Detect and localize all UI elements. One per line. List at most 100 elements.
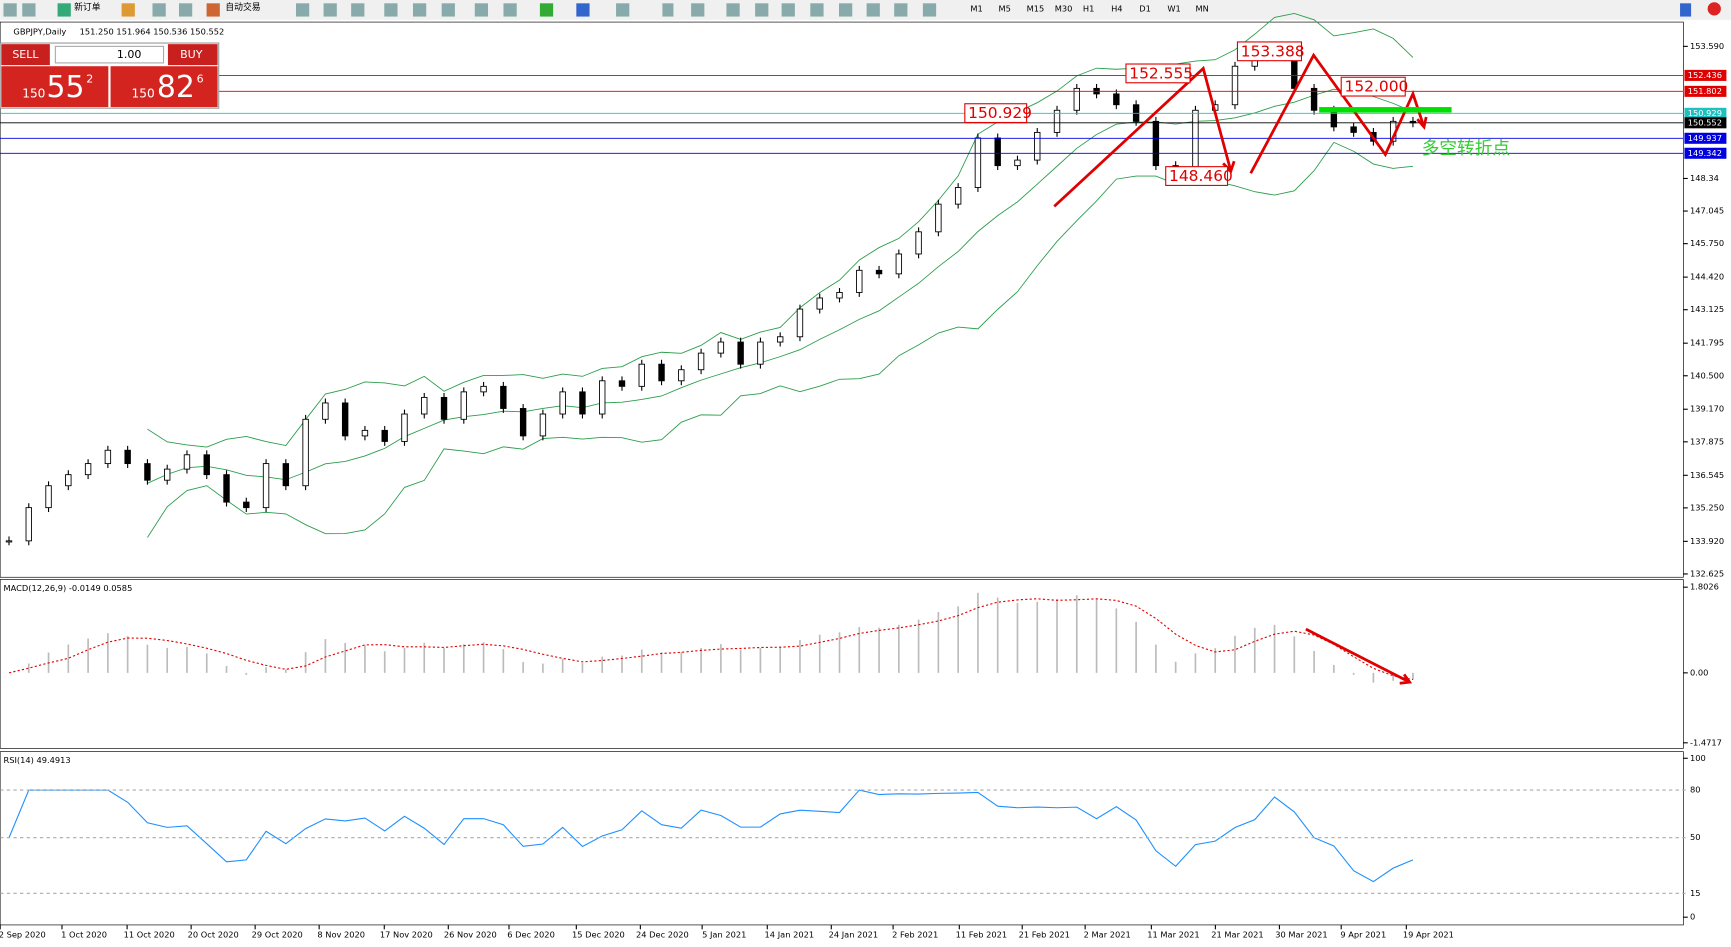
candle — [84, 463, 92, 476]
bid-big: 150 — [22, 86, 45, 100]
buy[interactable]: BUY — [180, 48, 203, 61]
x-tick-label: 11 Feb 2021 — [956, 929, 1007, 939]
annotation-box — [1340, 76, 1406, 97]
annotation-box — [1165, 166, 1229, 186]
lots-field[interactable] — [54, 45, 165, 64]
level-box — [1684, 107, 1727, 119]
timeframe[interactable]: MN — [1196, 3, 1209, 13]
candle — [717, 341, 725, 354]
candle — [243, 501, 250, 509]
annotation: 148.460 — [1169, 167, 1233, 185]
candle — [776, 336, 784, 343]
rsi-tick-label: 15 — [1690, 888, 1701, 898]
timeframe[interactable]: H1 — [1083, 3, 1094, 13]
timeframe[interactable]: M15 — [1027, 3, 1045, 13]
timeframe[interactable]: D1 — [1139, 3, 1151, 13]
y-tick-label: 137.875 — [1690, 436, 1724, 446]
candle — [440, 396, 448, 420]
y-tick-label: 132.625 — [1690, 568, 1724, 578]
timeframe[interactable]: M5 — [998, 3, 1010, 13]
trade-panel: SELL 1.00 BUY 150 55 2 150 82 6 — [0, 42, 220, 109]
ask-frac: 6 — [197, 72, 204, 85]
level-box — [1684, 132, 1727, 144]
candle — [65, 474, 72, 487]
candle — [25, 507, 32, 542]
annotation-box — [1236, 41, 1303, 62]
lots[interactable]: 1.00 — [117, 48, 142, 61]
candle — [658, 363, 665, 382]
ask-big: 150 — [132, 86, 155, 100]
candle — [994, 137, 1001, 167]
candle — [183, 454, 191, 470]
candle — [539, 413, 547, 437]
y-tick-label: 141.795 — [1690, 338, 1724, 348]
candle — [381, 429, 388, 442]
candle — [875, 269, 883, 275]
candle — [954, 187, 962, 205]
candle — [1053, 109, 1061, 133]
candle — [361, 429, 369, 437]
candle — [282, 463, 290, 487]
candle — [223, 474, 230, 503]
candle — [322, 402, 329, 420]
candle — [974, 137, 982, 188]
x-tick-label: 29 Oct 2020 — [252, 929, 303, 939]
x-tick-label: 9 Apr 2021 — [1340, 929, 1386, 939]
x-tick-label: 21 Mar 2021 — [1211, 929, 1263, 939]
candle — [341, 402, 349, 437]
x-tick-label: 5 Jan 2021 — [702, 929, 746, 939]
candle — [915, 231, 922, 255]
sell-button[interactable] — [1, 44, 50, 66]
candle — [816, 297, 823, 310]
y-tick-label: 147.045 — [1690, 206, 1724, 216]
bid-box[interactable] — [1, 66, 109, 108]
x-tick-label: 19 Apr 2021 — [1403, 929, 1454, 939]
timeframe[interactable]: W1 — [1167, 3, 1180, 13]
candle — [599, 380, 606, 415]
bid-pips: 55 — [47, 70, 85, 105]
x-tick-label: 1 Oct 2020 — [61, 929, 107, 939]
candle — [519, 408, 527, 437]
level-label: 150.552 — [1688, 117, 1722, 127]
timeframe[interactable]: H4 — [1111, 3, 1122, 13]
ask-box[interactable] — [110, 66, 218, 108]
ask-pips: 82 — [157, 70, 195, 105]
new-order[interactable]: 新订单 — [74, 1, 101, 13]
sell[interactable]: SELL — [12, 48, 39, 61]
price-pane — [0, 21, 1684, 578]
x-tick-label: 11 Oct 2020 — [124, 929, 175, 939]
x-tick-label: 26 Nov 2020 — [444, 929, 497, 939]
candle — [302, 418, 309, 487]
x-tick-label: 14 Jan 2021 — [765, 929, 815, 939]
candle — [1152, 120, 1160, 167]
candle — [678, 369, 685, 382]
buy-button[interactable] — [167, 44, 218, 66]
candle — [45, 485, 52, 509]
x-tick-label: 2 Feb 2021 — [892, 929, 938, 939]
y-tick-label: 139.170 — [1690, 404, 1724, 414]
candle — [1034, 131, 1041, 161]
candle — [856, 269, 863, 293]
timeframe[interactable]: M30 — [1055, 3, 1073, 13]
candle — [1310, 87, 1318, 111]
level-label: 149.342 — [1688, 148, 1722, 158]
candle — [836, 292, 843, 299]
y-tick-label: 148.34 — [1690, 173, 1719, 183]
candle — [737, 341, 744, 365]
rsi-tick-label: 50 — [1690, 832, 1701, 842]
candle — [262, 463, 270, 509]
level-box — [1684, 147, 1727, 159]
candle — [144, 463, 151, 481]
annotation: 152.555 — [1129, 64, 1193, 82]
candle — [480, 385, 487, 393]
auto-trading[interactable]: 自动交易 — [225, 1, 260, 13]
bid-frac: 2 — [86, 72, 93, 85]
timeframe[interactable]: M1 — [970, 3, 982, 13]
annotation-box — [1125, 63, 1191, 84]
y-tick-label: 140.500 — [1690, 370, 1724, 380]
rsi-tick-label: 0 — [1690, 912, 1695, 922]
candle — [559, 391, 566, 415]
candle — [618, 380, 626, 387]
